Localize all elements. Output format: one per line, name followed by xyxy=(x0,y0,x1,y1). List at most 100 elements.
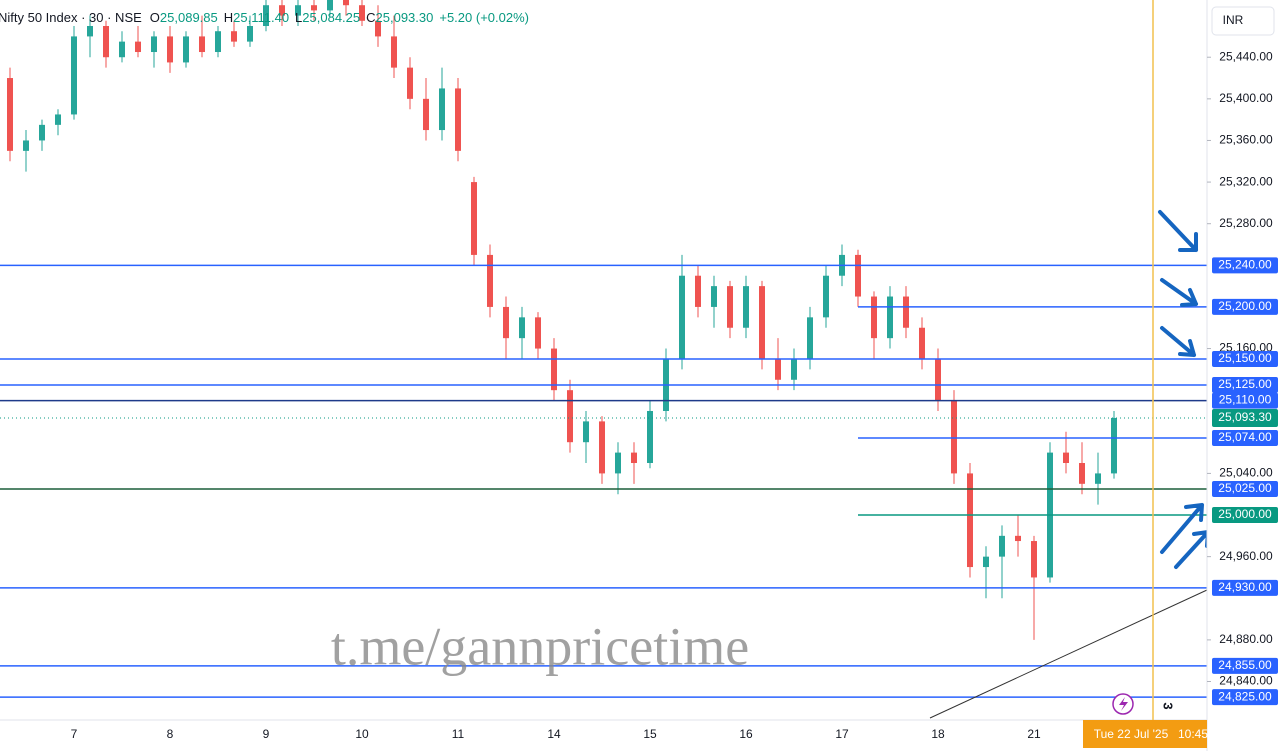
candle-body xyxy=(903,296,909,328)
candle-body xyxy=(183,36,189,63)
candle-body xyxy=(1111,417,1117,474)
candle-body xyxy=(743,286,749,328)
x-tick-label: 7 xyxy=(71,727,78,741)
symbol: Nifty 50 Index · 30 · NSE xyxy=(0,10,142,25)
candle-body xyxy=(327,0,333,11)
candle-body xyxy=(951,400,957,474)
candle-body xyxy=(471,182,477,255)
candle-body xyxy=(119,41,125,58)
x-tick-label: 15 xyxy=(643,727,657,741)
y-tick-label: 24,880.00 xyxy=(1219,632,1273,646)
level-label: 25,240.00 xyxy=(1218,257,1272,271)
cursor-date-bg xyxy=(1083,720,1207,748)
candle-body xyxy=(295,5,301,16)
y-tick-label: 25,400.00 xyxy=(1219,91,1273,105)
ohlc-key: H xyxy=(224,10,233,25)
candle-body xyxy=(807,317,813,359)
candle-body xyxy=(407,67,413,99)
candle-body xyxy=(1031,541,1037,578)
ohlc-value: 25,093.30 xyxy=(376,10,434,25)
level-label-bg xyxy=(1212,657,1278,674)
candle-body xyxy=(263,5,269,27)
level-label: 25,125.00 xyxy=(1218,377,1272,391)
level-label-bg xyxy=(1212,507,1278,524)
level-label: 25,025.00 xyxy=(1218,481,1272,495)
y-tick-label: 24,840.00 xyxy=(1219,674,1273,688)
level-label-bg xyxy=(1212,376,1278,393)
trend-line xyxy=(929,589,1208,719)
candle-body xyxy=(231,31,237,42)
ohlc-value: 25,089.85 xyxy=(160,10,218,25)
x-tick-label: 18 xyxy=(931,727,945,741)
candle-body xyxy=(455,88,461,151)
currency[interactable]: INR xyxy=(1223,13,1244,27)
ohlc-key: L xyxy=(295,10,302,25)
level-label: 25,150.00 xyxy=(1218,351,1272,365)
candle-body xyxy=(71,36,77,115)
badge[interactable]: 3 xyxy=(1161,702,1176,709)
y-tick-label: 25,280.00 xyxy=(1219,216,1273,230)
candle-body xyxy=(871,296,877,339)
level-label-bg xyxy=(1212,298,1278,315)
arrows xyxy=(1158,210,1210,569)
candle-body xyxy=(375,20,381,37)
candle-body xyxy=(823,275,829,318)
candle-body xyxy=(1015,535,1021,542)
candle-body xyxy=(679,275,685,359)
currency-button[interactable] xyxy=(1211,6,1275,36)
ohlc-key: C xyxy=(366,10,375,25)
y-tick-label: 25,040.00 xyxy=(1219,466,1273,480)
cursor-date: Tue 22 Jul '25 xyxy=(1094,727,1169,741)
candle-body xyxy=(151,36,157,53)
y-tick-label: 25,360.00 xyxy=(1219,133,1273,147)
y-tick-label: 24,960.00 xyxy=(1219,549,1273,563)
level-label: 25,200.00 xyxy=(1218,299,1272,313)
price-axis: 25,440.00 25,400.00 25,360.00 25,320.00 25,2… xyxy=(1207,49,1278,706)
candle-body xyxy=(791,358,797,380)
x-tick-label: 8 xyxy=(167,727,174,741)
ohlc-value: 25,084.25 xyxy=(302,10,360,25)
candle-body xyxy=(1079,463,1085,484)
candle-body xyxy=(247,26,253,42)
price-axis-bg xyxy=(1207,0,1280,751)
candle-body xyxy=(39,124,45,141)
x-tick-label: 10 xyxy=(355,727,369,741)
x-tick-label: 9 xyxy=(263,727,270,741)
candle-body xyxy=(1063,452,1069,464)
candle-body xyxy=(135,41,141,53)
candle-body xyxy=(359,5,365,21)
candle-body xyxy=(967,473,973,568)
candle-body xyxy=(567,390,573,443)
candle-body xyxy=(167,36,173,63)
candle-body xyxy=(391,36,397,68)
arrow xyxy=(1158,210,1198,252)
candle-body xyxy=(583,421,589,443)
level-label: 24,825.00 xyxy=(1218,689,1272,703)
candle-body xyxy=(311,5,317,11)
candle-body xyxy=(759,286,765,359)
candle-body xyxy=(199,36,205,53)
change: +5.20 (+0.02%) xyxy=(439,10,529,25)
level-label-bg xyxy=(1212,350,1278,367)
level-label-bg xyxy=(1212,689,1278,706)
candle-body xyxy=(23,140,29,151)
y-tick-label: 25,440.00 xyxy=(1219,49,1273,63)
header-line: Nifty 50 Index · 30 · NSE O25,089.85 H25,1… xyxy=(0,10,529,25)
cursor-time: 10:45 xyxy=(1178,727,1208,741)
candle-body xyxy=(1095,473,1101,484)
alert-icon-bolt xyxy=(1119,697,1128,711)
candle-body xyxy=(855,254,861,297)
candle-body xyxy=(343,0,349,6)
candle-body xyxy=(711,286,717,307)
candle-body xyxy=(983,556,989,568)
ohlc-key: O xyxy=(150,10,160,25)
level-label-bg xyxy=(1212,430,1278,447)
candle-body xyxy=(935,358,941,401)
candle-body xyxy=(647,410,653,464)
x-tick-label: 21 xyxy=(1027,727,1041,741)
x-tick-label: 11 xyxy=(452,727,465,741)
x-tick-label: 16 xyxy=(739,727,753,741)
last-price-label: 25,093.30 xyxy=(1218,410,1272,424)
level-label: 24,855.00 xyxy=(1218,658,1272,672)
